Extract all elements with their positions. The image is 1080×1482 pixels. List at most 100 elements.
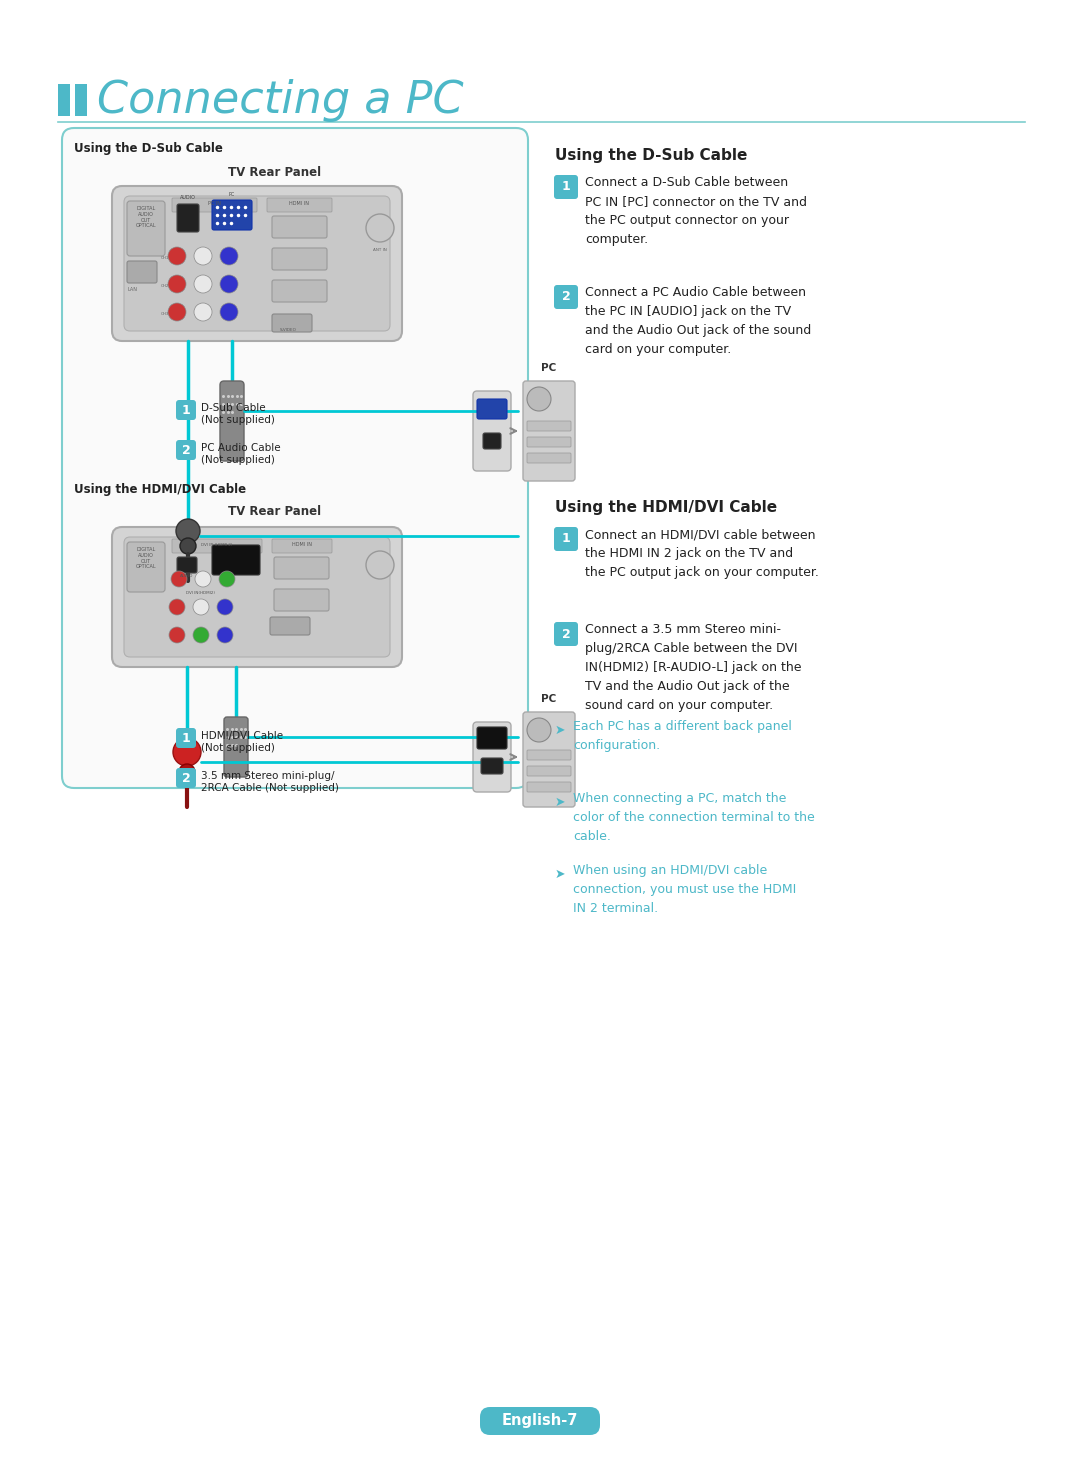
FancyBboxPatch shape	[220, 381, 244, 461]
FancyBboxPatch shape	[483, 433, 501, 449]
Bar	[58, 84, 70, 116]
Circle shape	[176, 519, 200, 542]
Text: When using an HDMI/DVI cable
connection, you must use the HDMI
IN 2 terminal.: When using an HDMI/DVI cable connection,…	[573, 864, 796, 914]
FancyBboxPatch shape	[176, 400, 195, 419]
FancyBboxPatch shape	[527, 421, 571, 431]
Circle shape	[171, 571, 187, 587]
Circle shape	[168, 247, 186, 265]
Text: HDMI IN: HDMI IN	[292, 542, 312, 547]
Circle shape	[217, 599, 233, 615]
FancyBboxPatch shape	[477, 728, 507, 748]
Text: ➤: ➤	[555, 725, 566, 737]
Text: Using the HDMI/DVI Cable: Using the HDMI/DVI Cable	[555, 499, 778, 516]
Text: HDMI IN: HDMI IN	[289, 202, 309, 206]
FancyBboxPatch shape	[62, 127, 528, 788]
Circle shape	[527, 717, 551, 742]
FancyBboxPatch shape	[554, 622, 578, 646]
FancyBboxPatch shape	[481, 757, 503, 774]
Circle shape	[220, 247, 238, 265]
Text: DIGITAL
AUDIO
OUT
OPTICAL: DIGITAL AUDIO OUT OPTICAL	[136, 206, 157, 228]
Text: Connect a 3.5 mm Stereo mini-
plug/2RCA Cable between the DVI
IN(HDMI2) [R-AUDIO: Connect a 3.5 mm Stereo mini- plug/2RCA …	[585, 622, 801, 711]
FancyBboxPatch shape	[272, 314, 312, 332]
Text: D-Sub Cable
(Not supplied): D-Sub Cable (Not supplied)	[201, 403, 275, 425]
Circle shape	[194, 302, 212, 322]
Text: 1: 1	[181, 732, 190, 744]
Circle shape	[179, 765, 195, 780]
Circle shape	[193, 627, 210, 643]
Text: PC IN: PC IN	[207, 202, 220, 206]
FancyBboxPatch shape	[124, 536, 390, 657]
Text: ➤: ➤	[555, 868, 566, 880]
FancyBboxPatch shape	[523, 711, 575, 808]
FancyBboxPatch shape	[274, 557, 329, 579]
Text: PC: PC	[541, 363, 556, 373]
Text: CH1: CH1	[161, 256, 168, 259]
Circle shape	[194, 276, 212, 293]
Circle shape	[168, 599, 185, 615]
FancyBboxPatch shape	[554, 285, 578, 310]
FancyBboxPatch shape	[527, 437, 571, 448]
Text: 1: 1	[562, 181, 570, 194]
FancyBboxPatch shape	[177, 557, 197, 574]
Circle shape	[168, 302, 186, 322]
Circle shape	[173, 738, 201, 766]
FancyBboxPatch shape	[176, 728, 195, 748]
FancyBboxPatch shape	[274, 588, 329, 611]
FancyBboxPatch shape	[554, 175, 578, 199]
Text: S-VIDEO: S-VIDEO	[280, 328, 296, 332]
FancyBboxPatch shape	[224, 717, 248, 777]
Text: Each PC has a different back panel
configuration.: Each PC has a different back panel confi…	[573, 720, 792, 751]
FancyBboxPatch shape	[124, 196, 390, 330]
Circle shape	[220, 276, 238, 293]
FancyBboxPatch shape	[212, 200, 252, 230]
Circle shape	[194, 247, 212, 265]
FancyBboxPatch shape	[272, 216, 327, 239]
Text: 2: 2	[562, 627, 570, 640]
FancyBboxPatch shape	[272, 247, 327, 270]
FancyBboxPatch shape	[272, 539, 332, 553]
Text: 3.5 mm Stereo mini-plug/
2RCA Cable (Not supplied): 3.5 mm Stereo mini-plug/ 2RCA Cable (Not…	[201, 771, 339, 793]
Text: 2: 2	[181, 443, 190, 456]
FancyBboxPatch shape	[112, 187, 402, 341]
Circle shape	[168, 627, 185, 643]
Text: 1: 1	[181, 403, 190, 416]
FancyBboxPatch shape	[177, 205, 199, 233]
Text: Connect a D-Sub Cable between
PC IN [PC] connector on the TV and
the PC output c: Connect a D-Sub Cable between PC IN [PC]…	[585, 176, 807, 246]
FancyBboxPatch shape	[527, 782, 571, 791]
Text: When connecting a PC, match the
color of the connection terminal to the
cable.: When connecting a PC, match the color of…	[573, 791, 814, 843]
Text: PC: PC	[229, 193, 235, 197]
FancyBboxPatch shape	[212, 545, 260, 575]
Text: 1: 1	[562, 532, 570, 545]
Text: AUDIO: AUDIO	[180, 574, 193, 578]
Text: ANT IN: ANT IN	[373, 247, 387, 252]
Text: Connect an HDMI/DVI cable between
the HDMI IN 2 jack on the TV and
the PC output: Connect an HDMI/DVI cable between the HD…	[585, 528, 819, 579]
Text: English-7: English-7	[502, 1414, 578, 1429]
FancyBboxPatch shape	[527, 453, 571, 462]
FancyBboxPatch shape	[176, 768, 195, 788]
Text: Using the D-Sub Cable: Using the D-Sub Cable	[555, 148, 747, 163]
FancyBboxPatch shape	[473, 391, 511, 471]
FancyBboxPatch shape	[127, 261, 157, 283]
FancyBboxPatch shape	[554, 528, 578, 551]
Text: TV Rear Panel: TV Rear Panel	[229, 166, 322, 179]
Text: LAN: LAN	[127, 288, 137, 292]
Text: Using the D-Sub Cable: Using the D-Sub Cable	[75, 142, 222, 156]
Circle shape	[527, 387, 551, 411]
Circle shape	[366, 213, 394, 242]
Text: DIGITAL
AUDIO
OUT
OPTICAL: DIGITAL AUDIO OUT OPTICAL	[136, 547, 157, 569]
Text: Connect a PC Audio Cable between
the PC IN [AUDIO] jack on the TV
and the Audio : Connect a PC Audio Cable between the PC …	[585, 286, 811, 356]
Text: 2: 2	[562, 290, 570, 304]
Circle shape	[195, 571, 211, 587]
FancyBboxPatch shape	[127, 202, 165, 256]
Text: TV Rear Panel: TV Rear Panel	[229, 505, 322, 519]
Text: HDMI/DVI Cable
(Not supplied): HDMI/DVI Cable (Not supplied)	[201, 731, 283, 753]
Text: PC: PC	[541, 694, 556, 704]
FancyBboxPatch shape	[172, 539, 262, 553]
Circle shape	[180, 538, 195, 554]
Text: PC Audio Cable
(Not supplied): PC Audio Cable (Not supplied)	[201, 443, 281, 464]
FancyBboxPatch shape	[176, 440, 195, 459]
Circle shape	[366, 551, 394, 579]
FancyBboxPatch shape	[272, 280, 327, 302]
FancyBboxPatch shape	[527, 750, 571, 760]
Bar	[75, 84, 87, 116]
